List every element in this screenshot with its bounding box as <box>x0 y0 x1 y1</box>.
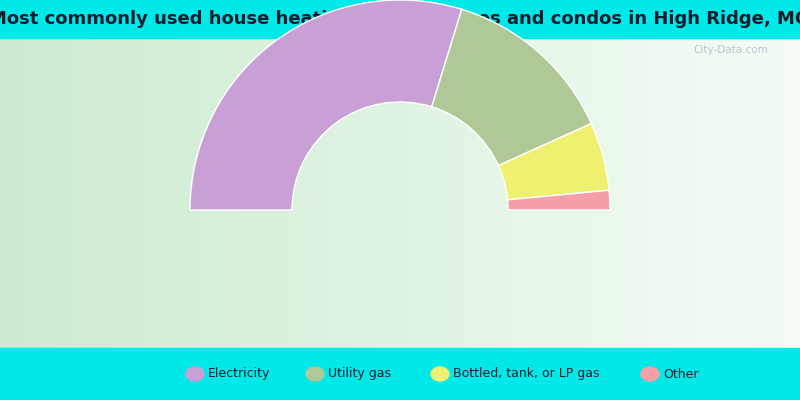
Text: Electricity: Electricity <box>208 368 270 380</box>
Ellipse shape <box>641 367 659 381</box>
Ellipse shape <box>306 367 324 381</box>
Wedge shape <box>507 190 610 210</box>
Ellipse shape <box>431 367 449 381</box>
Wedge shape <box>190 0 462 210</box>
Bar <box>0 0 800 38</box>
Ellipse shape <box>186 367 204 381</box>
Wedge shape <box>432 9 591 166</box>
Bar <box>0 348 800 400</box>
Wedge shape <box>498 124 609 200</box>
Text: City-Data.com: City-Data.com <box>694 45 768 55</box>
Text: Bottled, tank, or LP gas: Bottled, tank, or LP gas <box>453 368 599 380</box>
Text: Most commonly used house heating fuel in houses and condos in High Ridge, MO: Most commonly used house heating fuel in… <box>0 10 800 28</box>
Text: Utility gas: Utility gas <box>328 368 391 380</box>
Text: Other: Other <box>663 368 698 380</box>
